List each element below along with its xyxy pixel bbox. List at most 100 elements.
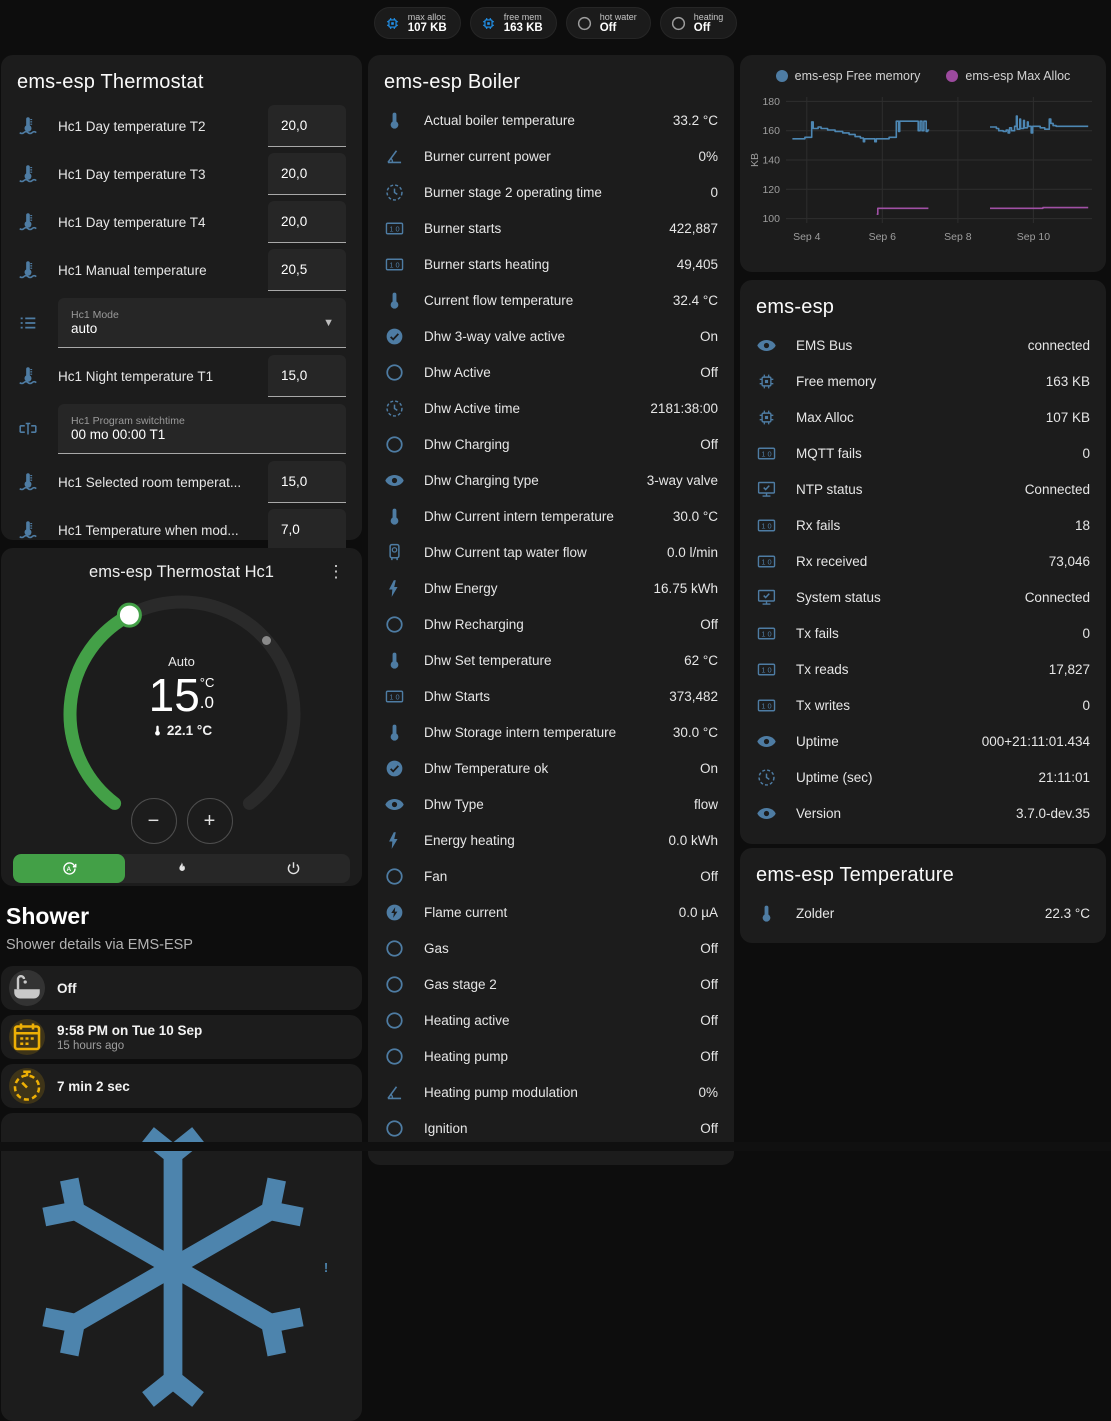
entity-row[interactable]: Dhw Type flow xyxy=(384,786,718,822)
entity-row[interactable]: Max Alloc 107 KB xyxy=(756,399,1090,435)
mode-heat-button[interactable] xyxy=(125,854,237,883)
thermometer-water-icon xyxy=(17,471,39,493)
entity-value: On xyxy=(699,328,718,344)
entity-row[interactable]: Dhw Set temperature 62 °C xyxy=(384,642,718,678)
entity-row[interactable]: Heating active Off xyxy=(384,1002,718,1038)
thermometer-icon xyxy=(756,903,777,924)
pill-label: hot water xyxy=(599,11,637,22)
entity-row[interactable]: 1 0 Rx fails 18 xyxy=(756,507,1090,543)
thermostat-row: Hc1 Temperature when mod... Hc1 Temperat… xyxy=(17,506,346,554)
status-pill[interactable]: free mem 163 KB xyxy=(469,7,557,39)
entity-row[interactable]: Dhw 3-way valve active On xyxy=(384,318,718,354)
temperature-card: ems-esp Temperature Zolder 22.3 °C xyxy=(740,848,1106,943)
status-pill[interactable]: max alloc 107 KB xyxy=(373,7,461,39)
eye-icon xyxy=(384,794,405,815)
kebab-menu-icon[interactable]: ⋮ xyxy=(327,562,345,581)
entity-row[interactable]: Fan Off xyxy=(384,858,718,894)
increase-temp-button[interactable]: + xyxy=(186,798,233,844)
entity-row[interactable]: 1 0 Burner starts 422,887 xyxy=(384,210,718,246)
angle-icon xyxy=(384,146,405,167)
value-input[interactable]: Hc1 Mode auto ▼ xyxy=(58,298,346,348)
entity-row[interactable]: Dhw Current intern temperature 30.0 °C xyxy=(384,498,718,534)
entity-row[interactable]: Uptime (sec) 21:11:01 xyxy=(756,759,1090,795)
value-input[interactable]: Hc1 Selected room temperat... 15,0 ▼ xyxy=(268,461,346,503)
entity-row[interactable]: Actual boiler temperature 33.2 °C xyxy=(384,102,718,138)
input-label: Hc1 Program switchtime xyxy=(71,414,185,427)
entity-row[interactable]: Dhw Storage intern temperature 30.0 °C xyxy=(384,714,718,750)
mode-off-button[interactable] xyxy=(238,854,350,883)
input-value: 7,0 xyxy=(281,521,300,537)
entity-value: 17,827 xyxy=(1048,661,1090,677)
entity-row[interactable]: Dhw Energy 16.75 kWh xyxy=(384,570,718,606)
entity-row[interactable]: Dhw Temperature ok On xyxy=(384,750,718,786)
entity-row[interactable]: System status Connected xyxy=(756,579,1090,615)
entity-row[interactable]: 1 0 Rx received 73,046 xyxy=(756,543,1090,579)
entity-row[interactable]: Heating pump modulation 0% xyxy=(384,1074,718,1110)
status-pill[interactable]: hot water Off xyxy=(565,7,651,39)
entity-row[interactable]: Burner current power 0% xyxy=(384,138,718,174)
entity-row[interactable]: Dhw Charging Off xyxy=(384,426,718,462)
entity-row[interactable]: Dhw Active Off xyxy=(384,354,718,390)
tile-card[interactable]: Off xyxy=(1,966,362,1010)
legend-item[interactable]: ems-esp Max Alloc xyxy=(946,69,1070,83)
value-input[interactable]: Hc1 Temperature when mod... 7,0 ▼ xyxy=(268,509,346,551)
entity-row[interactable]: Heating pump Off xyxy=(384,1038,718,1074)
entity-row[interactable]: 1 0 Tx writes 0 xyxy=(756,687,1090,723)
thermostat-row: Hc1 Selected room temperat... Hc1 Select… xyxy=(17,458,346,506)
counter-icon: 1 0 xyxy=(756,551,777,572)
entity-value: 0.0 µA xyxy=(678,904,718,920)
svg-text:140: 140 xyxy=(762,155,780,167)
entity-row[interactable]: 1 0 Tx reads 17,827 xyxy=(756,651,1090,687)
entity-row[interactable]: Dhw Current tap water flow 0.0 l/min xyxy=(384,534,718,570)
input-value: 20,0 xyxy=(281,165,308,181)
legend-item[interactable]: ems-esp Free memory xyxy=(775,69,920,83)
tile-card[interactable]: 9:58 PM on Tue 10 Sep 15 hours ago xyxy=(1,1015,362,1059)
boiler-rows: Actual boiler temperature 33.2 °C Burner… xyxy=(384,102,718,1146)
svg-text:1 0: 1 0 xyxy=(761,665,771,674)
value-input[interactable]: Hc1 Day temperature T2 20,0 ▼ xyxy=(268,105,346,147)
entity-row[interactable]: Dhw Recharging Off xyxy=(384,606,718,642)
entity-label: Version xyxy=(796,805,842,821)
pill-value: Off xyxy=(693,21,711,34)
value-input[interactable]: Hc1 Day temperature T3 20,0 ▼ xyxy=(268,153,346,195)
entity-row[interactable]: Burner stage 2 operating time 0 xyxy=(384,174,718,210)
svg-text:1 0: 1 0 xyxy=(761,557,771,566)
tile-card[interactable]: 7 min 2 sec xyxy=(1,1064,362,1108)
entity-row[interactable]: Ignition Off xyxy=(384,1110,718,1146)
entity-row[interactable]: Flame current 0.0 µA xyxy=(384,894,718,930)
entity-row[interactable]: Free memory 163 KB xyxy=(756,363,1090,399)
entity-label: Tx reads xyxy=(796,661,849,677)
entity-row[interactable]: Version 3.7.0-dev.35 xyxy=(756,795,1090,831)
entity-row[interactable]: Dhw Charging type 3-way valve xyxy=(384,462,718,498)
circle-icon xyxy=(384,614,405,635)
current-temp-dot xyxy=(261,636,271,645)
counter-icon: 1 0 xyxy=(384,254,405,275)
chevron-down-icon: ▼ xyxy=(323,317,334,329)
value-input[interactable]: Hc1 Night temperature T1 15,0 ▼ xyxy=(268,355,346,397)
decrease-temp-button[interactable]: − xyxy=(130,798,177,844)
entity-row[interactable]: Current flow temperature 32.4 °C xyxy=(384,282,718,318)
value-input[interactable]: Hc1 Program switchtime 00 mo 00:00 T1 ▼ xyxy=(58,404,346,454)
entity-row[interactable]: Zolder 22.3 °C xyxy=(756,895,1090,931)
mode-auto-button[interactable]: A xyxy=(13,854,126,883)
entity-row[interactable]: Uptime 000+21:11:01.434 xyxy=(756,723,1090,759)
dial-arc[interactable] xyxy=(17,586,347,844)
entity-row[interactable]: EMS Bus connected xyxy=(756,327,1090,363)
tile-card[interactable]: ! xyxy=(1,1113,362,1421)
value-input[interactable]: Hc1 Day temperature T4 20,0 ▼ xyxy=(268,201,346,243)
entity-row[interactable]: Gas Off xyxy=(384,930,718,966)
esp-rows: EMS Bus connected Free memory 163 KB Max… xyxy=(756,327,1090,831)
chart-legend: ems-esp Free memory ems-esp Max Alloc xyxy=(748,69,1098,83)
value-input[interactable]: Hc1 Manual temperature 20,5 ▼ xyxy=(268,249,346,291)
status-pill[interactable]: heating Off xyxy=(659,7,738,39)
entity-row[interactable]: Gas stage 2 Off xyxy=(384,966,718,1002)
entity-value: Off xyxy=(700,1120,718,1136)
entity-row[interactable]: Energy heating 0.0 kWh xyxy=(384,822,718,858)
entity-row[interactable]: 1 0 Dhw Starts 373,482 xyxy=(384,678,718,714)
entity-row[interactable]: 1 0 Tx fails 0 xyxy=(756,615,1090,651)
entity-row[interactable]: Dhw Active time 2181:38:00 xyxy=(384,390,718,426)
entity-row[interactable]: NTP status Connected xyxy=(756,471,1090,507)
entity-row[interactable]: 1 0 MQTT fails 0 xyxy=(756,435,1090,471)
list-icon xyxy=(17,312,39,334)
entity-row[interactable]: 1 0 Burner starts heating 49,405 xyxy=(384,246,718,282)
